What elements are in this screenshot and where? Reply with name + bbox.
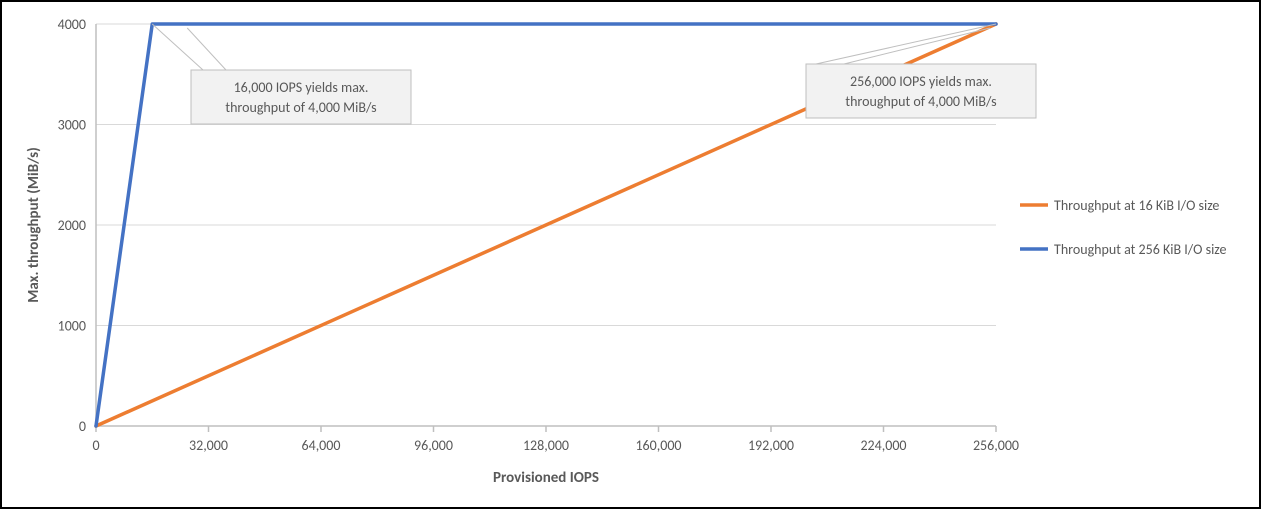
x-tick-label: 160,000 — [635, 437, 681, 454]
throughput-chart: 0 1000 2000 3000 4000 0 32,000 64,000 96,000 128,… — [16, 10, 1245, 495]
callout-text: 256,000 IOPS yields max. — [850, 73, 992, 90]
legend-label: Throughput at 16 KiB I/O size — [1054, 197, 1219, 214]
y-tick-label: 2000 — [58, 217, 86, 234]
x-tick-label: 96,000 — [414, 437, 453, 454]
y-tick-label: 0 — [79, 418, 86, 435]
callout-leader — [187, 28, 226, 70]
y-axis-title: Max. throughput (MiB/s) — [25, 147, 43, 303]
x-tick-label: 64,000 — [302, 437, 341, 454]
x-tick-label: 224,000 — [860, 437, 906, 454]
x-tick-label: 0 — [92, 437, 99, 454]
y-tick-label: 1000 — [58, 318, 86, 335]
legend-label: Throughput at 256 KiB I/O size — [1054, 241, 1227, 258]
x-axis-title: Provisioned IOPS — [493, 469, 599, 487]
chart-frame: 0 1000 2000 3000 4000 0 32,000 64,000 96,000 128,… — [0, 0, 1261, 509]
x-tick-label: 128,000 — [523, 437, 569, 454]
y-tick-label: 3000 — [58, 117, 86, 134]
callout-leader — [816, 24, 996, 64]
x-tick-label: 32,000 — [189, 437, 228, 454]
callout-text: throughput of 4,000 MiB/s — [845, 93, 996, 110]
callout-text: throughput of 4,000 MiB/s — [225, 99, 376, 116]
y-tick-label: 4000 — [58, 16, 86, 33]
callout-text: 16,000 IOPS yields max. — [234, 79, 369, 96]
x-tick-label: 256,000 — [973, 437, 1019, 454]
x-tick-label: 192,000 — [748, 437, 794, 454]
callout-leader — [152, 24, 203, 70]
chart-container: 0 1000 2000 3000 4000 0 32,000 64,000 96,000 128,… — [16, 10, 1245, 497]
